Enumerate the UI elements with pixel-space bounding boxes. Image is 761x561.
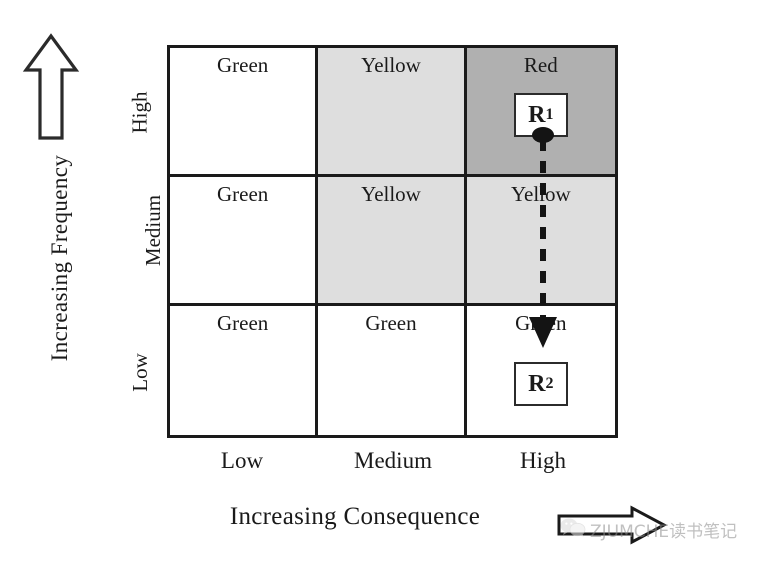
col-label-low: Low xyxy=(220,448,264,473)
cell-label: Yellow xyxy=(361,53,421,77)
cell-high-low[interactable]: Green xyxy=(170,48,319,177)
row-label-medium: Medium xyxy=(141,194,166,267)
cell-high-medium[interactable]: Yellow xyxy=(318,48,467,177)
cell-label: Red xyxy=(523,53,558,77)
cell-label: Yellow xyxy=(510,182,571,206)
col-label-high: High xyxy=(520,448,566,473)
x-axis-title: Increasing Consequence xyxy=(229,503,481,530)
y-axis-title: Increasing Frequency xyxy=(47,154,72,362)
cell-label: Yellow xyxy=(361,182,421,206)
row-label-high: High xyxy=(127,91,152,134)
cell-label: Green xyxy=(515,311,567,335)
col-label-medium: Medium xyxy=(354,448,432,473)
watermark-text: ZJUMCHE读书笔记 xyxy=(590,522,738,542)
cell-low-medium[interactable]: Green xyxy=(318,306,467,435)
cell-label: Green xyxy=(217,182,269,206)
row-label-low: Low xyxy=(127,353,152,392)
up-arrow-icon xyxy=(22,32,80,142)
wechat-icon xyxy=(560,517,586,542)
cell-medium-low[interactable]: Green xyxy=(170,177,319,306)
watermark: ZJUMCHE读书笔记 xyxy=(560,517,737,542)
cell-label: Green xyxy=(217,53,269,77)
risk-marker-r2-subscript: 2 xyxy=(545,375,554,392)
cell-label: Green xyxy=(217,311,269,335)
risk-marker-r2-base: R xyxy=(528,370,546,397)
cell-medium-medium[interactable]: Yellow xyxy=(318,177,467,306)
right-arrow-icon xyxy=(556,505,668,545)
cell-low-low[interactable]: Green xyxy=(170,306,319,435)
cell-medium-high[interactable]: Yellow xyxy=(466,177,615,306)
risk-marker-r1-base: R xyxy=(528,101,546,128)
risk-marker-r1-subscript: 1 xyxy=(545,106,554,123)
cell-label: Green xyxy=(365,311,417,335)
